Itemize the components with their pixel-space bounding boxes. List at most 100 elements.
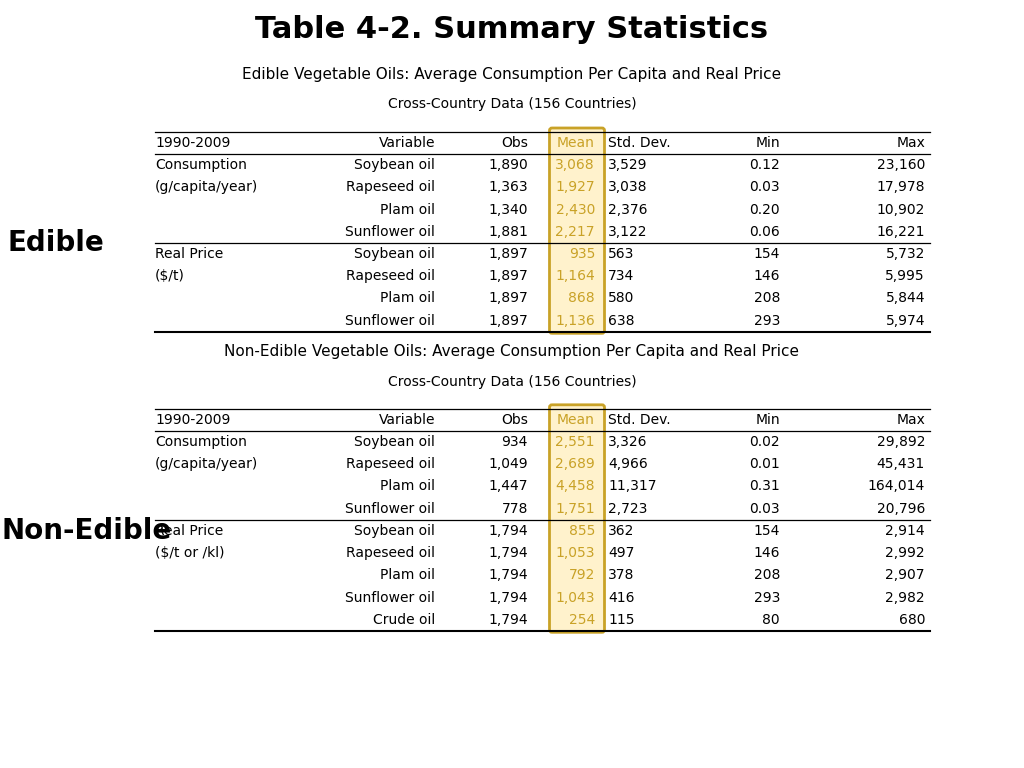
Text: (g/capita/year): (g/capita/year) xyxy=(155,457,258,472)
Text: 1,794: 1,794 xyxy=(488,591,528,604)
Text: 580: 580 xyxy=(608,292,635,306)
Text: 16,221: 16,221 xyxy=(877,225,925,239)
Text: Soybean oil: Soybean oil xyxy=(354,435,435,449)
Text: 1,897: 1,897 xyxy=(488,247,528,261)
Text: 792: 792 xyxy=(568,568,595,582)
Text: 1,794: 1,794 xyxy=(488,568,528,582)
Text: Plam oil: Plam oil xyxy=(380,568,435,582)
Text: Cross-Country Data (156 Countries): Cross-Country Data (156 Countries) xyxy=(388,97,636,111)
Text: 563: 563 xyxy=(608,247,635,261)
Text: 378: 378 xyxy=(608,568,635,582)
Text: 293: 293 xyxy=(754,591,780,604)
Text: 680: 680 xyxy=(898,613,925,627)
FancyBboxPatch shape xyxy=(550,405,604,632)
Text: Rapeseed oil: Rapeseed oil xyxy=(346,180,435,194)
Text: 23,160: 23,160 xyxy=(877,158,925,172)
Text: 0.01: 0.01 xyxy=(750,457,780,472)
Text: Crude oil: Crude oil xyxy=(373,613,435,627)
Text: 0.03: 0.03 xyxy=(750,180,780,194)
Text: Soybean oil: Soybean oil xyxy=(354,158,435,172)
Text: 1,927: 1,927 xyxy=(555,180,595,194)
Text: 3,038: 3,038 xyxy=(608,180,647,194)
Text: 1,897: 1,897 xyxy=(488,313,528,328)
Text: Rapeseed oil: Rapeseed oil xyxy=(346,546,435,560)
Text: Plam oil: Plam oil xyxy=(380,479,435,494)
Text: 1,136: 1,136 xyxy=(555,313,595,328)
Text: Variable: Variable xyxy=(379,136,435,150)
Text: 1,794: 1,794 xyxy=(488,546,528,560)
Text: 1,164: 1,164 xyxy=(555,270,595,283)
Text: 3,326: 3,326 xyxy=(608,435,647,449)
Text: Mean: Mean xyxy=(557,136,595,150)
Text: Min: Min xyxy=(756,136,780,150)
Text: Rapeseed oil: Rapeseed oil xyxy=(346,457,435,472)
Text: 20,796: 20,796 xyxy=(877,502,925,515)
Text: Soybean oil: Soybean oil xyxy=(354,247,435,261)
Text: Soybean oil: Soybean oil xyxy=(354,524,435,538)
Text: 154: 154 xyxy=(754,247,780,261)
Text: 0.12: 0.12 xyxy=(750,158,780,172)
Text: 1,043: 1,043 xyxy=(555,591,595,604)
Text: Plam oil: Plam oil xyxy=(380,292,435,306)
Text: 1990-2009: 1990-2009 xyxy=(155,136,230,150)
Text: Variable: Variable xyxy=(379,413,435,427)
Text: Real Price: Real Price xyxy=(155,524,223,538)
Text: Std. Dev.: Std. Dev. xyxy=(608,413,671,427)
Text: 5,732: 5,732 xyxy=(886,247,925,261)
Text: 3,122: 3,122 xyxy=(608,225,647,239)
Text: 254: 254 xyxy=(568,613,595,627)
Text: 734: 734 xyxy=(608,270,634,283)
Text: Min: Min xyxy=(756,413,780,427)
Text: 2,430: 2,430 xyxy=(556,203,595,217)
Text: Sunflower oil: Sunflower oil xyxy=(345,502,435,515)
Text: (g/capita/year): (g/capita/year) xyxy=(155,180,258,194)
Text: 10,902: 10,902 xyxy=(877,203,925,217)
Text: Non-Edible Vegetable Oils: Average Consumption Per Capita and Real Price: Non-Edible Vegetable Oils: Average Consu… xyxy=(224,344,800,359)
Text: 146: 146 xyxy=(754,546,780,560)
Text: 3,529: 3,529 xyxy=(608,158,647,172)
Text: 1,890: 1,890 xyxy=(488,158,528,172)
Text: Real Price: Real Price xyxy=(155,247,223,261)
Text: 208: 208 xyxy=(754,568,780,582)
Text: 1,053: 1,053 xyxy=(555,546,595,560)
Text: 1990-2009: 1990-2009 xyxy=(155,413,230,427)
Text: 4,458: 4,458 xyxy=(555,479,595,494)
Text: 638: 638 xyxy=(608,313,635,328)
Text: 5,995: 5,995 xyxy=(886,270,925,283)
Text: 164,014: 164,014 xyxy=(867,479,925,494)
Text: 497: 497 xyxy=(608,546,635,560)
Text: 2,992: 2,992 xyxy=(886,546,925,560)
Text: Consumption: Consumption xyxy=(155,158,247,172)
Text: 2,689: 2,689 xyxy=(555,457,595,472)
Text: 935: 935 xyxy=(568,247,595,261)
Text: 11,317: 11,317 xyxy=(608,479,656,494)
Text: 208: 208 xyxy=(754,292,780,306)
Text: 362: 362 xyxy=(608,524,635,538)
Text: 2,217: 2,217 xyxy=(555,225,595,239)
Text: 1,340: 1,340 xyxy=(488,203,528,217)
Text: 146: 146 xyxy=(754,270,780,283)
Text: 3,068: 3,068 xyxy=(555,158,595,172)
Text: 2,907: 2,907 xyxy=(886,568,925,582)
Text: 0.06: 0.06 xyxy=(750,225,780,239)
Text: Table 4-2. Summary Statistics: Table 4-2. Summary Statistics xyxy=(255,15,769,45)
Text: 1,363: 1,363 xyxy=(488,180,528,194)
Text: Max: Max xyxy=(896,413,925,427)
Text: Edible: Edible xyxy=(8,229,104,257)
Text: 29,892: 29,892 xyxy=(877,435,925,449)
Text: Std. Dev.: Std. Dev. xyxy=(608,136,671,150)
Text: 778: 778 xyxy=(502,502,528,515)
Text: 1,049: 1,049 xyxy=(488,457,528,472)
Text: 1,447: 1,447 xyxy=(488,479,528,494)
Text: ($/t or /kl): ($/t or /kl) xyxy=(155,546,224,560)
Text: 0.02: 0.02 xyxy=(750,435,780,449)
Text: Obs: Obs xyxy=(501,413,528,427)
Text: 416: 416 xyxy=(608,591,635,604)
Text: 1,751: 1,751 xyxy=(555,502,595,515)
Text: Sunflower oil: Sunflower oil xyxy=(345,225,435,239)
FancyBboxPatch shape xyxy=(550,128,604,333)
Text: Sunflower oil: Sunflower oil xyxy=(345,591,435,604)
Text: 868: 868 xyxy=(568,292,595,306)
Text: Consumption: Consumption xyxy=(155,435,247,449)
Text: 1,897: 1,897 xyxy=(488,292,528,306)
